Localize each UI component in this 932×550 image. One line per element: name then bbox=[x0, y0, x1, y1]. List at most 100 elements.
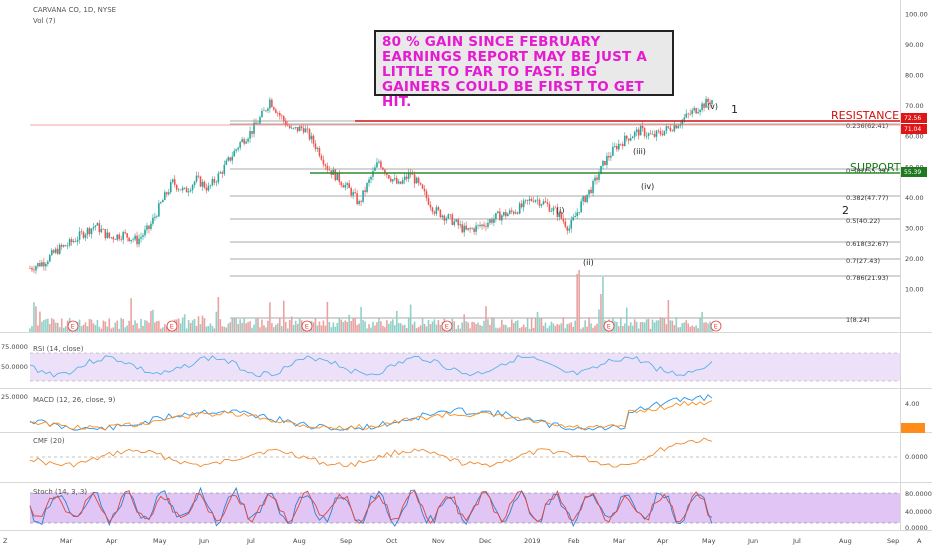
candle-body bbox=[286, 125, 289, 126]
volume-bar bbox=[322, 320, 325, 332]
volume-bar bbox=[43, 320, 45, 332]
volume-bar bbox=[136, 323, 138, 332]
volume-bar bbox=[592, 327, 594, 332]
volume-bar bbox=[679, 327, 682, 332]
volume-bar bbox=[574, 320, 577, 332]
symbol-title[interactable]: CARVANA CO, 1D, NYSE bbox=[33, 6, 116, 14]
earnings-marker bbox=[603, 320, 615, 332]
candle-body bbox=[542, 201, 545, 205]
candle-body bbox=[376, 162, 378, 168]
volume-bar bbox=[397, 322, 400, 332]
price-tick-label: 60.00 bbox=[905, 133, 924, 141]
candle-body bbox=[653, 134, 656, 137]
stoch-label[interactable]: Stoch (14, 3, 3) bbox=[33, 488, 87, 496]
candle-body bbox=[348, 183, 350, 189]
candle-body bbox=[649, 133, 652, 135]
volume-bar bbox=[324, 325, 327, 332]
volume-bar bbox=[512, 323, 515, 332]
volume-bar bbox=[138, 328, 140, 332]
volume-bar bbox=[524, 327, 527, 332]
candle-body bbox=[269, 99, 271, 109]
rsi-label[interactable]: RSI (14, close) bbox=[33, 345, 84, 353]
volume-indicator-label[interactable]: Vol (7) bbox=[33, 17, 56, 25]
candle-body bbox=[501, 215, 503, 221]
volume-bar bbox=[429, 324, 432, 332]
candle-body bbox=[211, 179, 214, 186]
candle-body bbox=[637, 129, 640, 136]
volume-bar bbox=[150, 311, 152, 332]
candle-body bbox=[70, 239, 73, 243]
annotation-box[interactable]: 80 % GAIN SINCE FEBRUARY EARNINGS REPORT… bbox=[374, 30, 674, 110]
candle-body bbox=[171, 179, 174, 183]
candle-body bbox=[370, 176, 372, 180]
cmf-label[interactable]: CMF (20) bbox=[33, 437, 65, 445]
volume-bar bbox=[279, 317, 281, 332]
time-axis[interactable]: Z Mar Apr May Jun Jul Aug Sep Oct Nov Dec 2019 Feb Ma… bbox=[0, 532, 932, 550]
volume-bar bbox=[199, 324, 202, 332]
candle-body bbox=[629, 138, 632, 141]
candle-body bbox=[562, 218, 565, 222]
volume-bar bbox=[439, 324, 442, 332]
candle-body bbox=[328, 169, 331, 171]
candle-body bbox=[693, 108, 695, 111]
candle-body bbox=[306, 128, 309, 130]
candle-body bbox=[558, 212, 561, 217]
volume-bar bbox=[203, 318, 206, 332]
candle-body bbox=[413, 174, 416, 184]
candle-body bbox=[489, 219, 491, 223]
candle-body bbox=[318, 148, 321, 156]
fib-label: 0.786(21.93) bbox=[846, 274, 888, 282]
candle-body bbox=[47, 261, 49, 264]
candle-body bbox=[602, 160, 604, 166]
candle-body bbox=[164, 192, 166, 201]
candle-body bbox=[503, 212, 505, 216]
candle-body bbox=[520, 203, 523, 208]
volume-bar bbox=[677, 327, 680, 332]
volume-bar bbox=[653, 322, 656, 332]
candle-body bbox=[92, 227, 95, 229]
candle-body bbox=[84, 234, 87, 238]
volume-bar bbox=[505, 324, 507, 332]
volume-bar bbox=[621, 326, 624, 332]
candle-body bbox=[459, 224, 462, 226]
candle-body bbox=[685, 113, 688, 118]
candle-body bbox=[134, 235, 136, 240]
candle-body bbox=[112, 237, 115, 240]
candle-body bbox=[643, 128, 646, 137]
candle-body bbox=[207, 185, 210, 191]
volume-bar bbox=[588, 317, 590, 332]
volume-bar bbox=[320, 325, 323, 332]
candle-body bbox=[447, 214, 450, 219]
candle-body bbox=[255, 122, 257, 124]
volume-bar bbox=[158, 320, 160, 332]
volume-bar bbox=[154, 322, 156, 332]
volume-bar bbox=[181, 317, 184, 332]
candle-body bbox=[142, 235, 144, 237]
pane-divider bbox=[0, 332, 932, 333]
volume-bar bbox=[251, 327, 253, 332]
volume-bar bbox=[423, 323, 426, 332]
price-axis[interactable]: 110.00100.0090.0080.0070.0060.0050.0040.… bbox=[901, 0, 928, 293]
volume-bar bbox=[637, 328, 640, 332]
volume-bar bbox=[213, 328, 216, 332]
candle-body bbox=[35, 266, 37, 271]
candle-body bbox=[118, 234, 121, 240]
volume-bar bbox=[128, 320, 130, 332]
time-tick-label: Aug bbox=[293, 537, 306, 545]
volume-bar bbox=[499, 327, 501, 332]
earnings-marker bbox=[166, 320, 178, 332]
candle-body bbox=[261, 110, 263, 118]
macd-label[interactable]: MACD (12, 26, close, 9) bbox=[33, 396, 116, 404]
volume-bar bbox=[376, 322, 378, 332]
auto-scale-toggle[interactable]: A bbox=[917, 537, 922, 545]
candle-body bbox=[691, 110, 693, 115]
volume-bar bbox=[362, 319, 364, 332]
candle-body bbox=[382, 167, 384, 170]
macd-pane: 4.002.00 bbox=[29, 394, 925, 433]
candle-body bbox=[62, 245, 65, 247]
volume-bar bbox=[225, 327, 228, 332]
candle-body bbox=[477, 224, 479, 226]
candle-body bbox=[49, 255, 51, 262]
